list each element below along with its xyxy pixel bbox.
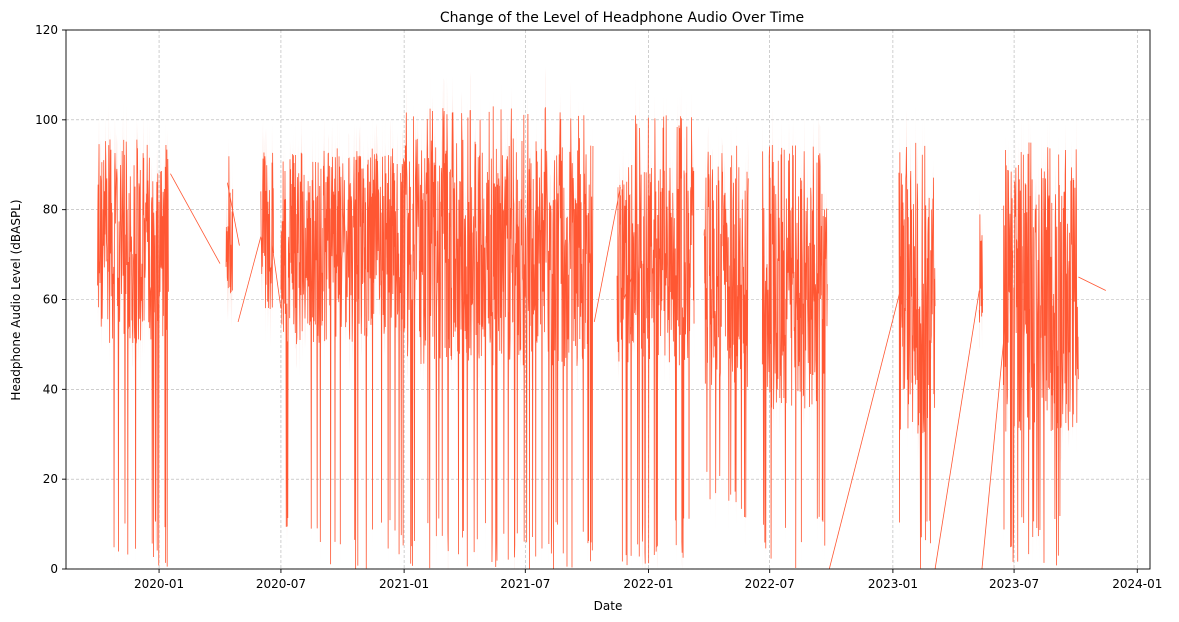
y-tick-label: 120 — [35, 23, 58, 37]
series-line-segment — [1002, 142, 1079, 566]
chart-title: Change of the Level of Headphone Audio O… — [440, 10, 804, 26]
x-tick-label: 2020-01 — [134, 577, 184, 591]
series-connector-line — [593, 187, 621, 323]
y-tick-label: 80 — [43, 203, 58, 217]
x-tick-label: 2021-07 — [500, 577, 550, 591]
x-tick-label: 2022-07 — [745, 577, 795, 591]
y-tick-label: 0 — [50, 562, 58, 576]
series-line-segment — [280, 148, 404, 569]
series-line-segment — [898, 142, 936, 569]
series-connector-line — [237, 236, 262, 323]
series-line-segment — [978, 214, 984, 323]
series-line-segment — [616, 115, 695, 566]
x-tick-label: 2023-01 — [868, 577, 918, 591]
series-line-segment — [703, 145, 749, 518]
y-tick-label: 40 — [43, 382, 58, 396]
series-connector-line — [271, 245, 282, 309]
series-line-segment — [225, 156, 234, 294]
x-tick-label: 2023-07 — [989, 577, 1039, 591]
series-connector-line — [934, 290, 980, 570]
y-axis-title: Headphone Audio Level (dBASPL) — [9, 199, 23, 400]
series-connector-line — [981, 308, 1008, 570]
series-connector-line — [1078, 276, 1106, 291]
series-line-segment — [260, 152, 274, 309]
x-tick-label: 2022-01 — [623, 577, 673, 591]
series-line-segment — [761, 144, 828, 569]
x-axis-title: Date — [594, 599, 623, 613]
series-line-segment — [97, 139, 169, 567]
x-tick-label: 2020-07 — [256, 577, 306, 591]
y-tick-label: 100 — [35, 113, 58, 127]
y-tick-label: 20 — [43, 472, 58, 486]
series-line-segment — [403, 106, 594, 569]
y-tick-label: 60 — [43, 293, 58, 307]
series-line-layer — [97, 106, 1106, 570]
series-connector-line — [170, 173, 221, 264]
series-connector-line — [623, 272, 635, 300]
x-tick-label: 2021-01 — [379, 577, 429, 591]
series-connector-line — [226, 182, 240, 246]
x-tick-label: 2024-01 — [1112, 577, 1162, 591]
tick-layer: 0 20 40 60 80 100 120 2020-01 2020-07 2021-01 2021… — [35, 23, 1162, 591]
series-connector-line — [828, 290, 901, 570]
